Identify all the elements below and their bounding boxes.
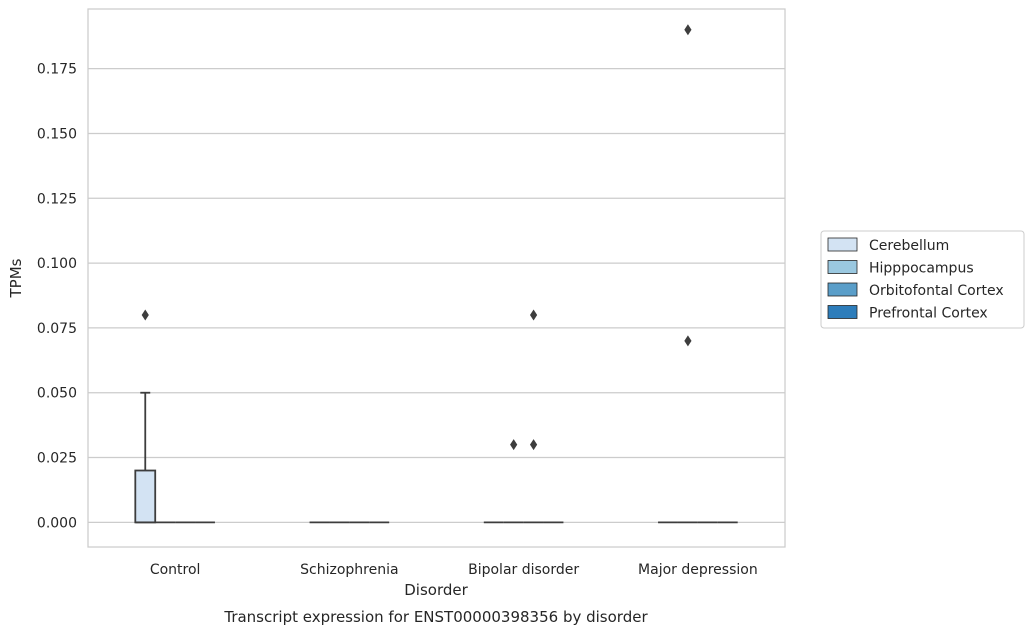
legend-swatch <box>827 305 858 319</box>
y-tick-label: 0.150 <box>37 126 77 142</box>
y-tick-label: 0.000 <box>37 515 77 531</box>
boxes <box>134 24 738 524</box>
plot-area <box>88 9 785 547</box>
legend-frame <box>820 230 1025 329</box>
y-axis-title: TPMs <box>7 258 25 298</box>
y-tick-label: 0.175 <box>37 62 77 78</box>
legend-label: Orbitofontal Cortex <box>869 283 1004 299</box>
y-tick-label: 0.025 <box>37 451 77 467</box>
y-tick-label: 0.050 <box>37 386 77 402</box>
legend-swatch <box>827 237 858 252</box>
legend-label: Prefrontal Cortex <box>869 306 988 322</box>
chart-caption: Transcript expression for ENST0000039835… <box>223 608 648 626</box>
legend-label: Cerebellum <box>869 238 949 254</box>
y-tick-label: 0.100 <box>37 256 77 272</box>
x-axis-ticks: Control Schizophrenia Bipolar disorder Majo… <box>150 562 758 578</box>
legend-swatch <box>827 260 858 274</box>
outlier-point <box>510 439 518 451</box>
gridlines <box>88 68 785 523</box>
y-axis-ticks: 0.000 0.025 0.050 0.075 0.100 0.125 0.150 0.175 <box>37 62 77 532</box>
y-tick-label: 0.125 <box>37 191 77 207</box>
outlier-point <box>529 309 538 321</box>
box-rect <box>134 469 157 524</box>
x-tick-label: Control <box>150 562 201 578</box>
x-tick-label: Major depression <box>638 562 758 578</box>
outlier-point <box>141 309 149 321</box>
legend-label: Hipppocampus <box>869 261 974 277</box>
plot-frame <box>87 8 786 548</box>
y-tick-label: 0.075 <box>37 321 77 337</box>
legend: Cerebellum Hipppocampus Orbitofontal Corte… <box>820 230 1025 329</box>
legend-swatch <box>827 282 858 297</box>
outlier-point <box>684 335 692 347</box>
outlier-point <box>684 24 692 36</box>
x-tick-label: Bipolar disorder <box>468 562 579 578</box>
x-tick-label: Schizophrenia <box>300 562 398 578</box>
x-axis-title: Disorder <box>404 581 468 599</box>
outlier-point <box>529 439 538 451</box>
